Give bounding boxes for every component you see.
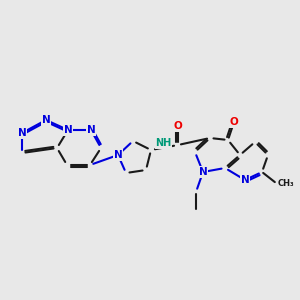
Text: NH: NH — [155, 139, 172, 148]
Text: N: N — [64, 125, 72, 135]
Text: N: N — [87, 125, 95, 135]
Text: N: N — [199, 167, 207, 177]
Text: O: O — [174, 121, 182, 131]
Text: N: N — [241, 175, 249, 185]
Text: N: N — [114, 150, 122, 160]
Text: O: O — [230, 117, 238, 127]
Text: N: N — [42, 115, 50, 125]
Text: CH₃: CH₃ — [278, 178, 295, 188]
Text: N: N — [18, 128, 26, 138]
